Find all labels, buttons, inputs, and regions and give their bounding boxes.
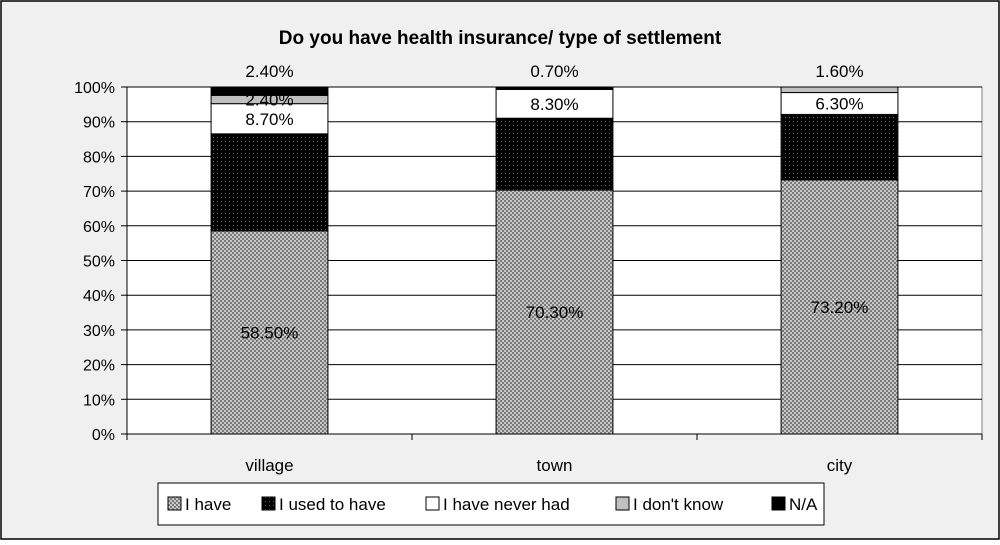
legend-swatch xyxy=(615,496,630,511)
data-label: 2.40% xyxy=(245,62,293,81)
x-axis: village town city xyxy=(126,433,983,475)
bar-segment xyxy=(495,88,614,119)
bar-segment xyxy=(210,103,329,135)
bar-segment xyxy=(780,113,899,181)
data-label: 58.50% xyxy=(241,324,299,343)
legend-label: I have never had xyxy=(443,495,570,514)
y-tick-label: 50% xyxy=(83,254,115,271)
bar-segment xyxy=(210,230,329,435)
legend-label: I used to have xyxy=(279,495,386,514)
y-tick-label: 80% xyxy=(83,149,115,166)
bar-segment xyxy=(780,179,899,435)
y-tick-label: 70% xyxy=(83,184,115,201)
data-label: 2.40% xyxy=(245,90,293,109)
legend-label: I don't know xyxy=(633,495,724,514)
data-labels: 58.50%8.70%2.40%2.40%70.30%8.30%0.70%73.… xyxy=(241,62,869,343)
data-label: 1.60% xyxy=(815,62,863,81)
x-tick-label: village xyxy=(245,456,293,475)
x-tick-label: town xyxy=(537,456,573,475)
bars xyxy=(210,86,899,435)
legend-swatch xyxy=(771,496,786,511)
data-label: 8.70% xyxy=(245,110,293,129)
bar-segment xyxy=(780,86,899,94)
data-label: 70.30% xyxy=(526,303,584,322)
y-tick-label: 0% xyxy=(92,427,115,444)
legend-label: N/A xyxy=(789,495,818,514)
bar-segment xyxy=(210,86,329,96)
data-label: 6.30% xyxy=(815,94,863,113)
legend-swatch xyxy=(167,496,182,511)
data-label: 73.20% xyxy=(811,298,869,317)
legend: I have I used to have I have never had I do… xyxy=(167,495,818,514)
bar-segment xyxy=(210,133,329,232)
data-label: 8.30% xyxy=(530,95,578,114)
data-label: 0.70% xyxy=(530,62,578,81)
y-tick-label: 10% xyxy=(83,392,115,409)
y-tick-label: 40% xyxy=(83,288,115,305)
y-axis: 0% 10% 20% 30% 40% 50% 60% 70% 80% 90% 100% xyxy=(74,80,128,444)
legend-swatch xyxy=(425,496,440,511)
bar-segment xyxy=(495,117,614,191)
y-tick-label: 30% xyxy=(83,323,115,340)
y-tick-label: 60% xyxy=(83,219,115,236)
bar-segment xyxy=(495,189,614,435)
x-tick-label: city xyxy=(827,456,853,475)
legend-swatch xyxy=(261,496,276,511)
chart-title: Do you have health insurance/ type of se… xyxy=(279,28,722,49)
legend-label: I have xyxy=(185,495,231,514)
y-tick-label: 90% xyxy=(83,115,115,132)
y-tick-label: 20% xyxy=(83,358,115,375)
y-tick-label: 100% xyxy=(74,80,115,97)
bar-segment xyxy=(495,86,614,90)
